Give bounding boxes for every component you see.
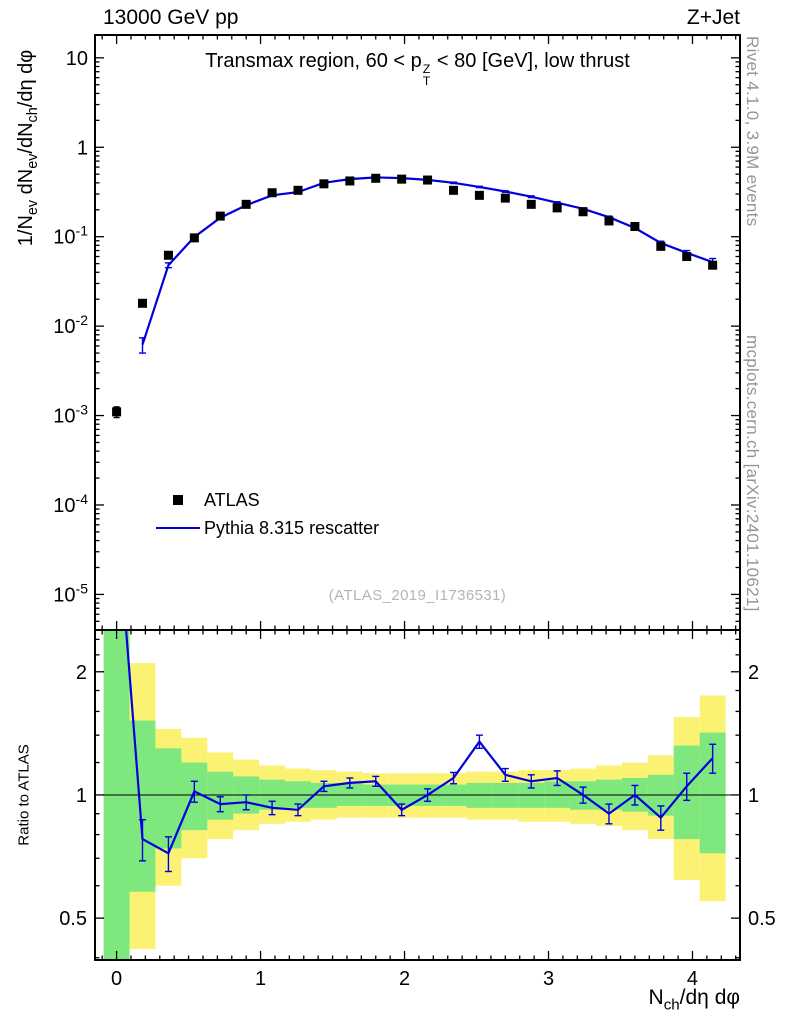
data-point: [682, 252, 692, 262]
beam-energy-label: 13000 GeV pp: [103, 6, 239, 29]
ratio-band-yellow: [103, 630, 726, 960]
ratio-curve: [124, 630, 714, 855]
data-point: [371, 173, 381, 183]
analysis-id-watermark: (ATLAS_2019_I1736531): [328, 587, 507, 604]
data-point: [578, 207, 588, 217]
mc-error-bars: [139, 176, 717, 354]
svg-text:2: 2: [748, 662, 759, 684]
svg-text:2: 2: [399, 968, 410, 990]
data-point: [630, 222, 640, 232]
data-point: [215, 211, 225, 221]
data-point: [500, 193, 510, 203]
data-point: [448, 185, 458, 195]
ratio-error-bars: [139, 734, 717, 873]
data-point: [241, 199, 251, 209]
legend-row-atlas: ATLAS: [152, 486, 379, 514]
svg-text:10-3: 10-3: [53, 402, 88, 428]
svg-text:0.5: 0.5: [59, 908, 87, 930]
mc-curve: [141, 176, 713, 346]
data-point: [526, 199, 536, 209]
legend-label-atlas: ATLAS: [204, 489, 260, 510]
legend-label-pythia: Pythia 8.315 rescatter: [204, 517, 380, 538]
data-point: [397, 174, 407, 184]
svg-text:10-1: 10-1: [53, 223, 88, 249]
data-point: [189, 233, 199, 243]
x-axis-title: Nch/dη dφ: [648, 986, 740, 1014]
axis-ticks: [95, 35, 740, 960]
svg-text:1: 1: [76, 785, 87, 807]
svg-text:2: 2: [76, 662, 87, 684]
data-point: [656, 241, 666, 251]
main-panel-frame: [94, 34, 741, 631]
data-point: [474, 190, 484, 200]
data-point: [604, 216, 614, 226]
svg-text:3: 3: [543, 968, 554, 990]
svg-text:0: 0: [111, 968, 122, 990]
svg-text:1: 1: [255, 968, 266, 990]
legend-row-pythia: Pythia 8.315 rescatter: [152, 514, 379, 542]
data-point: [293, 185, 303, 195]
data-point: [423, 175, 433, 185]
svg-text:10-5: 10-5: [53, 580, 88, 606]
process-label: Z+Jet: [686, 6, 740, 29]
ratio-band-green: [103, 630, 726, 960]
data-point: [112, 407, 122, 417]
svg-text:1: 1: [748, 785, 759, 807]
atlas-square-marker-icon: [152, 495, 204, 505]
atlas-error-bars: [113, 176, 716, 419]
pythia-line-marker-icon: [152, 527, 204, 529]
svg-text:10-4: 10-4: [53, 491, 88, 517]
data-point: [267, 188, 277, 198]
svg-text:10: 10: [66, 48, 88, 70]
mcplots-arxiv-note: mcplots.cern.ch [arXiv:2401.10621]: [743, 335, 762, 612]
data-point: [138, 298, 148, 308]
svg-text:0.5: 0.5: [748, 908, 776, 930]
data-point: [163, 250, 173, 260]
svg-text:1: 1: [77, 137, 88, 159]
data-point: [345, 176, 355, 186]
data-point: [319, 179, 329, 189]
legend: ATLAS Pythia 8.315 rescatter: [152, 486, 379, 542]
svg-text:10-2: 10-2: [53, 312, 88, 338]
rivet-version-note: Rivet 4.1.0, 3.9M events: [743, 36, 762, 227]
data-point: [708, 260, 718, 270]
data-point: [552, 203, 562, 213]
svg-text:4: 4: [687, 968, 698, 990]
atlas-points: [112, 173, 718, 417]
